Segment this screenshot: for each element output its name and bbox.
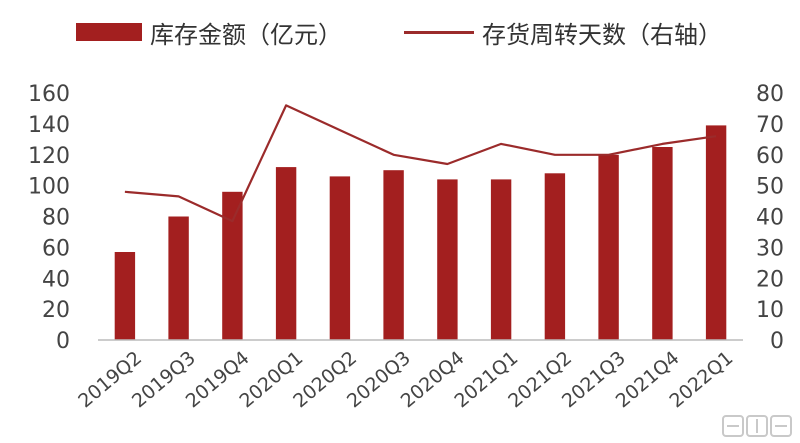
right-tick-label: 40 — [756, 206, 784, 231]
bar-2020Q1 — [275, 167, 297, 340]
right-tick-label: 20 — [756, 267, 784, 292]
right-tick-label: 70 — [756, 113, 784, 138]
left-tick-label: 80 — [42, 206, 70, 231]
left-tick-label: 140 — [28, 113, 70, 138]
legend-bar-entry: 库存金额（亿元） — [76, 14, 342, 50]
left-tick-label: 160 — [28, 82, 70, 107]
bar-2021Q2 — [544, 173, 566, 340]
legend-line-label: 存货周转天数（右轴） — [482, 20, 722, 49]
bar-2020Q2 — [329, 176, 351, 340]
bar-2021Q1 — [490, 179, 512, 340]
right-tick-label: 10 — [756, 298, 784, 323]
bar-2019Q2 — [114, 252, 136, 340]
left-tick-label: 0 — [56, 329, 70, 354]
bar-2020Q4 — [437, 179, 458, 340]
right-tick-label: 60 — [756, 144, 784, 169]
bar-2019Q3 — [168, 216, 189, 340]
right-tick-label: 50 — [756, 175, 784, 200]
left-tick-label: 20 — [42, 298, 70, 323]
bar-2019Q4 — [222, 191, 243, 340]
right-tick-label: 80 — [756, 82, 784, 107]
legend-bar-swatch — [76, 23, 142, 41]
left-tick-label: 60 — [42, 236, 70, 261]
bar-2021Q3 — [598, 154, 619, 341]
right-tick-label: 30 — [756, 236, 784, 261]
right-tick-label: 0 — [770, 329, 784, 354]
bar-2021Q4 — [652, 147, 673, 340]
bar-2022Q1 — [705, 125, 727, 341]
legend-line-swatch — [404, 30, 474, 34]
bar-2020Q3 — [383, 170, 404, 340]
left-tick-label: 100 — [28, 175, 70, 200]
logo-icon — [722, 415, 792, 437]
turnover-days-line — [124, 104, 717, 223]
legend-bar-label: 库存金额（亿元） — [150, 20, 342, 49]
legend-line-entry: 存货周转天数（右轴） — [404, 14, 722, 50]
watermark-logo — [722, 413, 792, 439]
left-tick-label: 40 — [42, 267, 70, 292]
left-tick-label: 120 — [28, 144, 70, 169]
